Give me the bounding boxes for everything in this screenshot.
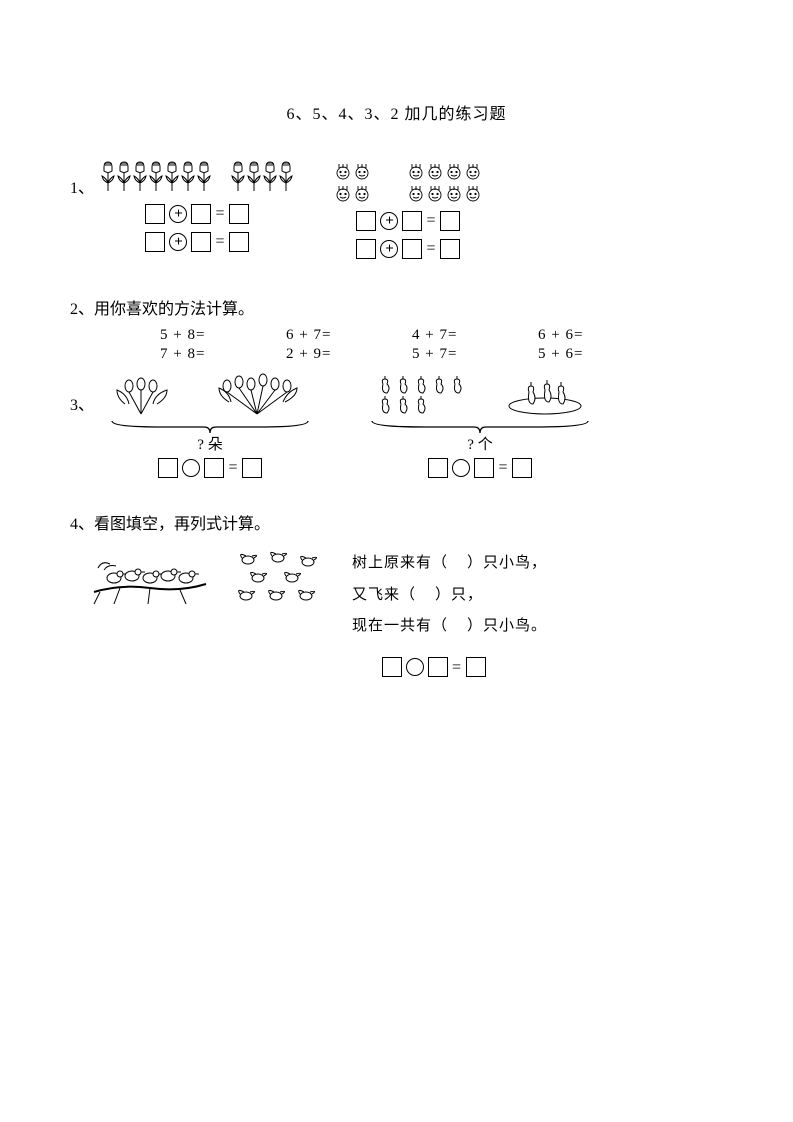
question-3: 3、 ? 朵 = <box>70 381 723 482</box>
page-title: 6、5、4、3、2 加几的练习题 <box>70 100 723 124</box>
q3-left-group: ? 朵 = <box>110 381 310 482</box>
q2-title-text: 用你喜欢的方法计算。 <box>94 301 254 318</box>
pear-group-icon <box>375 376 475 421</box>
q3-right-label: ? 个 <box>467 433 492 454</box>
q4-line3a: 现在一共有（ <box>352 618 448 634</box>
q2-cell: 5 + 6= <box>538 346 618 363</box>
q1-right-eq1: += <box>356 211 459 231</box>
face-icon <box>334 164 352 185</box>
q3-right-eq: = <box>428 458 531 478</box>
flower-bunch-icon <box>115 376 185 421</box>
q1-faces-group: += += <box>334 164 482 263</box>
q1-left-eq1: += <box>145 204 248 224</box>
q2-cell: 2 + 9= <box>286 346 366 363</box>
q1-right-eq2: += <box>356 239 459 259</box>
q1-tulips-group: += += <box>100 164 294 256</box>
q2-cell: 4 + 7= <box>412 327 492 344</box>
q3-number: 3、 <box>70 381 100 415</box>
q4-line2b: ）只， <box>435 587 483 603</box>
q4-line2a: 又飞来（ <box>352 587 416 603</box>
q1-number: 1、 <box>70 164 100 198</box>
question-4: 4、看图填空，再列式计算。 <box>70 510 723 684</box>
q4-line3b: ）只小鸟。 <box>467 618 547 634</box>
q4-equation: = <box>352 651 547 685</box>
q2-row-1: 7 + 8= 2 + 9= 5 + 7= 5 + 6= <box>160 346 723 363</box>
birds-on-branch-icon <box>90 548 210 613</box>
q3-left-eq: = <box>158 458 261 478</box>
q2-cell: 7 + 8= <box>160 346 240 363</box>
q2-number: 2、 <box>70 301 94 318</box>
q2-row-0: 5 + 8= 6 + 7= 4 + 7= 6 + 6= <box>160 327 723 344</box>
flying-birds-icon <box>228 548 328 613</box>
q4-title-text: 看图填空，再列式计算。 <box>94 516 270 533</box>
q2-cell: 6 + 7= <box>286 327 366 344</box>
q2-cell: 5 + 8= <box>160 327 240 344</box>
worksheet-page: 6、5、4、3、2 加几的练习题 1、 <box>0 0 793 744</box>
q1-left-eq2: += <box>145 232 248 252</box>
q2-cell: 5 + 7= <box>412 346 492 363</box>
q3-right-group: ? 个 = <box>370 381 590 482</box>
q4-text-block: 树上原来有（ ）只小鸟， 又飞来（ ）只， 现在一共有（ ）只小鸟。 = <box>352 548 547 684</box>
question-1: 1、 <box>70 164 723 271</box>
flower-bunch-icon <box>215 376 305 421</box>
q2-cell: 6 + 6= <box>538 327 618 344</box>
pear-plate-icon <box>505 376 585 421</box>
q4-line1b: ）只小鸟， <box>467 555 547 571</box>
q4-number: 4、 <box>70 516 94 533</box>
q4-line1a: 树上原来有（ <box>352 555 448 571</box>
question-2: 2、用你喜欢的方法计算。 5 + 8= 6 + 7= 4 + 7= 6 + 6=… <box>70 295 723 363</box>
q3-left-label: ? 朵 <box>197 433 222 454</box>
